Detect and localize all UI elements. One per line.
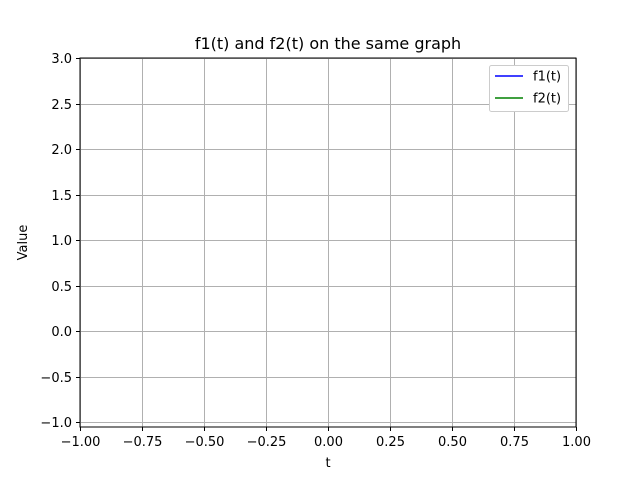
legend-box (489, 65, 569, 112)
y-tick-label: −1.0 (40, 416, 72, 431)
x-tick-label: 0.25 (376, 435, 405, 450)
y-axis-label: Value (16, 225, 31, 261)
x-tick-label: 0.50 (438, 435, 467, 450)
y-tick-label: 1.5 (51, 189, 72, 204)
legend-label: f1(t) (533, 70, 561, 85)
y-tick-label: 0.5 (51, 280, 72, 295)
y-tick-label: 2.0 (51, 143, 72, 158)
legend-label: f2(t) (533, 92, 561, 107)
x-tick-label: 0.00 (314, 435, 343, 450)
x-tick-label: −0.75 (123, 435, 163, 450)
y-tick-label: 2.5 (51, 98, 72, 113)
x-tick-label: 1.00 (562, 435, 591, 450)
y-tick-label: 1.0 (51, 234, 72, 249)
y-tick-label: 0.0 (51, 325, 72, 340)
y-tick-label: −0.5 (40, 371, 72, 386)
x-tick-label: −0.25 (247, 435, 287, 450)
x-tick-label: −1.00 (61, 435, 101, 450)
y-axis: −1.0 −0.5 0.0 0.5 1.0 1.5 2.0 2.5 3.0 (40, 52, 80, 431)
chart-title: f1(t) and f2(t) on the same graph (195, 34, 461, 53)
y-tick-label: 3.0 (51, 52, 72, 67)
legend: f1(t) f2(t) (489, 65, 569, 112)
x-axis-label: t (325, 456, 330, 471)
x-axis: −1.00 −0.75 −0.50 −0.25 0.00 0.25 0.50 0.75 1.00 (61, 427, 591, 450)
grid (80, 58, 577, 427)
x-tick-label: 0.75 (500, 435, 529, 450)
x-tick-label: −0.50 (185, 435, 225, 450)
